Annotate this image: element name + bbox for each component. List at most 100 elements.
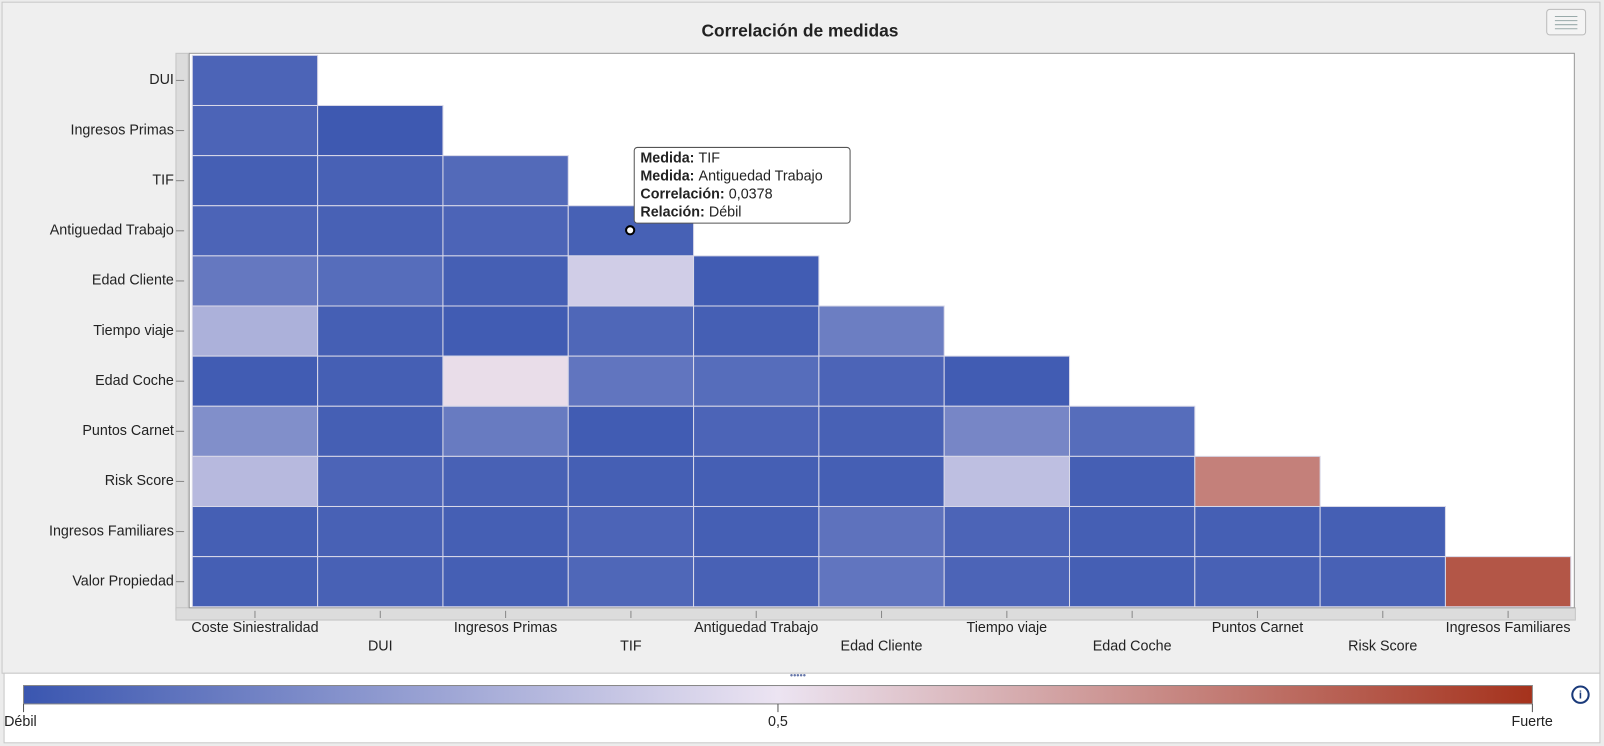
cursor xyxy=(625,225,636,236)
heatmap-cell xyxy=(693,255,820,307)
y-tick-label: DUI xyxy=(149,72,174,88)
heatmap-cell xyxy=(191,205,319,257)
heatmap-cell xyxy=(818,505,945,558)
menu-button[interactable] xyxy=(1546,8,1587,36)
heatmap-cell xyxy=(818,305,945,357)
heatmap-cell xyxy=(317,255,444,307)
heatmap-cell xyxy=(317,505,444,558)
heatmap-cell xyxy=(191,155,319,207)
heatmap-cell xyxy=(943,355,1071,407)
heatmap-cell xyxy=(943,505,1071,558)
y-tick-label: TIF xyxy=(152,172,174,188)
heatmap-cell xyxy=(818,405,945,457)
heatmap-cell xyxy=(317,455,444,508)
heatmap-cell xyxy=(442,556,569,608)
x-tick-label: Antiguedad Trabajo xyxy=(694,620,818,636)
heatmap-cell xyxy=(442,455,569,508)
heatmap-cell xyxy=(442,355,569,407)
color-bar-label: Fuerte xyxy=(1511,714,1552,730)
x-tick-label: Ingresos Primas xyxy=(454,620,557,636)
y-tick-label: Tiempo viaje xyxy=(93,323,174,339)
info-icon-glyph: i xyxy=(1579,690,1582,702)
heatmap-cell xyxy=(442,305,569,357)
heatmap-cell xyxy=(943,556,1071,608)
heatmap-cell xyxy=(1319,556,1446,608)
splitter[interactable]: ••••• xyxy=(790,671,806,681)
heatmap-cell xyxy=(567,455,695,508)
x-tick-label: Ingresos Familiares xyxy=(1446,620,1571,636)
heatmap-cell xyxy=(191,355,319,407)
tooltip-value: Débil xyxy=(709,204,742,220)
y-tick-label: Antiguedad Trabajo xyxy=(50,223,174,239)
tooltip xyxy=(633,146,851,224)
heatmap-cell xyxy=(191,54,319,107)
x-tick-label: Edad Coche xyxy=(1093,638,1172,654)
heatmap-cell xyxy=(191,455,319,508)
menu-icon xyxy=(1554,15,1578,30)
y-tick-label: Ingresos Primas xyxy=(70,122,173,138)
info-icon[interactable] xyxy=(1571,685,1590,704)
x-tick-label: Tiempo viaje xyxy=(967,620,1048,636)
heatmap-cell xyxy=(567,305,695,357)
y-tick-label: Valor Propiedad xyxy=(72,573,174,589)
x-tick-label: Edad Cliente xyxy=(841,638,923,654)
color-bar-label: Débil xyxy=(4,714,37,730)
heatmap-cell xyxy=(442,205,569,257)
tooltip-line: Correlación: 0,0378 xyxy=(640,186,772,202)
tooltip-line: Medida: TIF xyxy=(640,150,720,166)
heatmap-cell xyxy=(442,155,569,207)
y-tick-label: Edad Cliente xyxy=(92,273,174,289)
tooltip-key: Medida: xyxy=(640,168,694,184)
heatmap-cell xyxy=(1194,556,1321,608)
heatmap-cell xyxy=(1068,556,1196,608)
x-tick-label: DUI xyxy=(368,638,393,654)
chart-title: Correlación de medidas xyxy=(701,20,898,40)
x-tick-label: Risk Score xyxy=(1348,638,1417,654)
heatmap-cell xyxy=(693,556,820,608)
heatmap-cell xyxy=(567,355,695,407)
heatmap-cell xyxy=(317,305,444,357)
color-bar xyxy=(23,685,1533,705)
heatmap-cell xyxy=(1068,455,1196,508)
y-tick-label: Puntos Carnet xyxy=(82,423,174,439)
heatmap-cell xyxy=(191,556,319,608)
heatmap-cell xyxy=(191,104,319,157)
heatmap-cell xyxy=(317,205,444,257)
heatmap-cell xyxy=(191,505,319,558)
x-tick-label: Coste Siniestralidad xyxy=(191,620,318,636)
heatmap-cell xyxy=(567,556,695,608)
x-tick-label: TIF xyxy=(620,638,642,654)
heatmap-cell xyxy=(1068,505,1196,558)
heatmap-cell xyxy=(567,405,695,457)
heatmap-cell xyxy=(317,155,444,207)
legend-panel xyxy=(3,672,1601,744)
heatmap-cell xyxy=(818,455,945,508)
heatmap-cell xyxy=(317,355,444,407)
x-scrollbar[interactable] xyxy=(175,607,1576,621)
y-scrollbar[interactable] xyxy=(175,52,189,612)
heatmap-cell xyxy=(943,455,1071,508)
heatmap-cell xyxy=(818,355,945,407)
heatmap-cell xyxy=(1319,505,1446,558)
heatmap-cell xyxy=(317,104,444,157)
y-tick-label: Edad Coche xyxy=(95,373,174,389)
tooltip-value: Antiguedad Trabajo xyxy=(699,168,823,184)
tooltip-line: Medida: Antiguedad Trabajo xyxy=(640,168,822,184)
heatmap-cell xyxy=(442,405,569,457)
heatmap-cell xyxy=(1194,455,1321,508)
heatmap-cell xyxy=(818,556,945,608)
heatmap-cell xyxy=(442,505,569,558)
heatmap-cell xyxy=(567,505,695,558)
heatmap-cell xyxy=(191,305,319,357)
heatmap-cell xyxy=(317,405,444,457)
heatmap-cell xyxy=(1068,405,1196,457)
heatmap-cell xyxy=(1444,556,1572,608)
heatmap-cell xyxy=(442,255,569,307)
x-tick-label: Puntos Carnet xyxy=(1212,620,1304,636)
tooltip-key: Correlación: xyxy=(640,186,724,202)
heatmap-cell xyxy=(1194,505,1321,558)
heatmap-cell xyxy=(693,405,820,457)
heatmap-cell xyxy=(693,455,820,508)
heatmap-cell xyxy=(693,305,820,357)
